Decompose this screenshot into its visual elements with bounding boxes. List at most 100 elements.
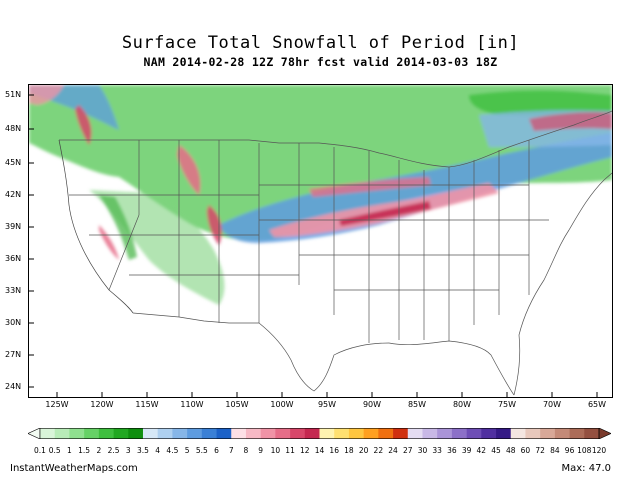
colorbar-label: 84 (550, 446, 560, 455)
colorbar-label: 2 (96, 446, 102, 455)
colorbar-frame (39, 428, 600, 439)
colorbar-label: 10 (270, 446, 281, 455)
colorbar-swatch (451, 428, 467, 439)
colorbar-label: 30 (417, 446, 428, 455)
axis-ticks (29, 94, 598, 397)
colorbar-label: 0.1 (34, 446, 46, 455)
colorbar-label: 16 (329, 446, 339, 455)
lon-label: 115W (135, 400, 159, 409)
colorbar-swatch (69, 428, 85, 439)
map-subtitle: NAM 2014-02-28 12Z 78hr fcst valid 2014-… (143, 55, 498, 69)
colorbar-label: 42 (476, 446, 487, 455)
boundaries (58, 110, 612, 396)
colorbar-label: 39 (461, 446, 472, 455)
lat-label: 30N (5, 318, 22, 327)
colorbar-label: 36 (447, 446, 457, 455)
colorbar-swatch (231, 428, 247, 439)
colorbar-swatch (157, 428, 173, 439)
max-value: Max: 47.0 (561, 463, 612, 474)
lon-label: 85W (407, 400, 427, 409)
lat-label: 48N (5, 124, 22, 133)
lon-label: 125W (45, 400, 69, 409)
colorbar-label: 22 (373, 446, 384, 455)
lon-label: 95W (317, 400, 337, 409)
colorbar-swatch (84, 428, 100, 439)
colorbar-swatch (216, 428, 232, 439)
lon-label: 105W (225, 400, 249, 409)
colorbar-label: 0.5 (48, 446, 61, 455)
snowfall-shading (29, 85, 612, 305)
lat-label: 45N (5, 158, 22, 167)
colorbar-label: 24 (388, 446, 398, 455)
colorbar-swatch (393, 428, 409, 439)
colorbar-swatch (128, 428, 144, 439)
lat-label: 24N (5, 382, 22, 391)
colorbar (28, 428, 611, 439)
lon-label: 75W (497, 400, 517, 409)
colorbar-swatch (348, 428, 364, 439)
lon-label: 90W (362, 400, 382, 409)
colorbar-label: 1 (67, 446, 72, 455)
colorbar-label: 33 (432, 446, 442, 455)
colorbar-label: 12 (300, 446, 310, 455)
lon-label: 110W (180, 400, 204, 409)
colorbar-label: 18 (344, 446, 354, 455)
colorbar-swatch (304, 428, 320, 439)
colorbar-swatch (554, 428, 570, 439)
colorbar-label: 14 (314, 446, 325, 455)
site-credit: InstantWeatherMaps.com (10, 463, 138, 474)
colorbar-swatch (172, 428, 188, 439)
colorbar-swatch (363, 428, 379, 439)
colorbar-swatch (113, 428, 129, 439)
colorbar-label: 5 (184, 446, 190, 455)
colorbar-label: 1.5 (78, 446, 91, 455)
colorbar-min-arrow (28, 428, 41, 439)
colorbar-label: 120 (591, 446, 607, 455)
colorbar-swatch (407, 428, 423, 439)
colorbar-swatch (437, 428, 453, 439)
colorbar-swatch (334, 428, 350, 439)
colorbar-label: 108 (577, 446, 592, 455)
lat-label: 36N (5, 254, 22, 263)
colorbar-swatch (201, 428, 217, 439)
lon-label: 120W (90, 400, 114, 409)
colorbar-label: 5.5 (195, 446, 208, 455)
colorbar-swatch (187, 428, 203, 439)
colorbar-swatch (40, 428, 56, 439)
colorbar-swatch (540, 428, 556, 439)
lon-label: 100W (270, 400, 294, 409)
colorbar-swatch (275, 428, 291, 439)
colorbar-label: 27 (402, 446, 413, 455)
colorbar-label: 45 (491, 446, 501, 455)
colorbar-label: 3.5 (137, 446, 149, 455)
colorbar-swatch (525, 428, 541, 439)
colorbar-max-arrow (598, 428, 611, 439)
colorbar-swatch (142, 428, 158, 439)
colorbar-label: 96 (564, 446, 575, 455)
lon-label: 65W (587, 400, 607, 409)
colorbar-swatch (54, 428, 70, 439)
colorbar-label: 7 (228, 446, 234, 455)
colorbar-swatch (290, 428, 306, 439)
lat-label: 42N (5, 190, 22, 199)
colorbar-swatch (510, 428, 526, 439)
colorbar-swatch (569, 428, 585, 439)
colorbar-label: 4.5 (166, 446, 179, 455)
colorbar-label: 72 (535, 446, 545, 455)
colorbar-label: 11 (285, 446, 295, 455)
map-title: Surface Total Snowfall of Period [in] (121, 33, 520, 53)
colorbar-swatch (260, 428, 276, 439)
lat-label: 51N (5, 90, 22, 99)
snowfall-map (28, 84, 613, 398)
colorbar-label: 48 (505, 446, 516, 455)
colorbar-swatch (466, 428, 482, 439)
lat-label: 39N (5, 222, 22, 231)
colorbar-label: 8 (243, 446, 249, 455)
colorbar-swatch (422, 428, 438, 439)
lat-label: 27N (5, 350, 22, 359)
lat-label: 33N (5, 286, 22, 295)
colorbar-swatch (98, 428, 114, 439)
colorbar-label: 2.5 (107, 446, 120, 455)
colorbar-label: 20 (358, 446, 369, 455)
lon-label: 70W (542, 400, 562, 409)
